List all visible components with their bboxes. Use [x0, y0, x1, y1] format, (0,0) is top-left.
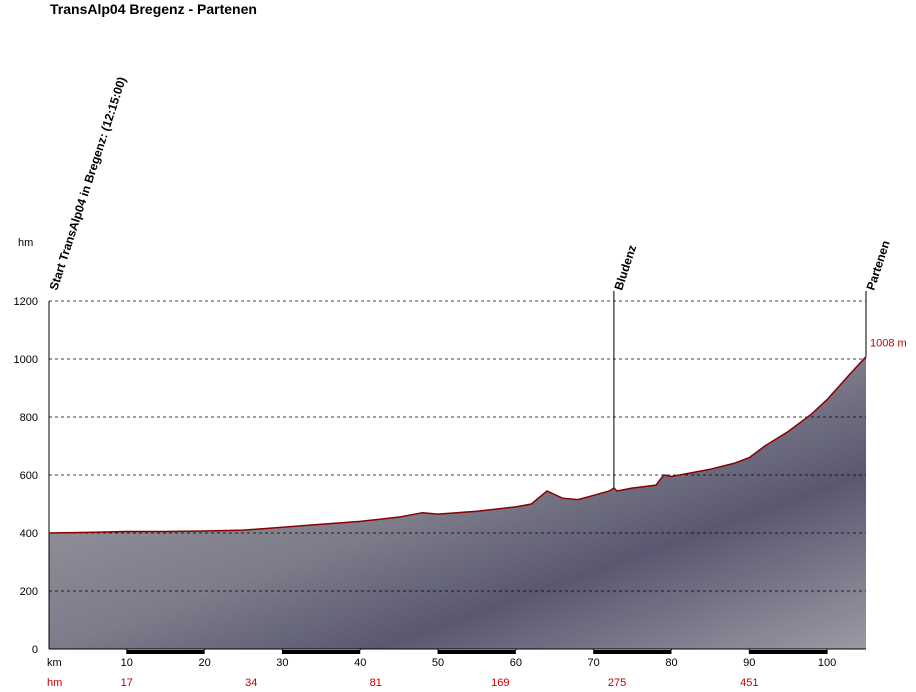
scale-segment	[749, 650, 828, 654]
x-tick-label: 30	[276, 657, 288, 669]
x-axis-label: km	[47, 657, 62, 669]
scale-segment	[360, 650, 439, 654]
scale-segment	[204, 650, 283, 654]
x-tick-label: 70	[588, 657, 600, 669]
y-tick-label: 200	[20, 586, 38, 598]
x-tick-label: 50	[432, 657, 444, 669]
y-tick-label: 0	[32, 644, 38, 656]
scale-segment	[593, 650, 672, 654]
x-tick-label: 100	[818, 657, 836, 669]
y-tick-label: 1000	[14, 354, 38, 366]
x-tick-label: 60	[510, 657, 522, 669]
x-tick-label: 40	[354, 657, 366, 669]
scale-segment	[671, 650, 750, 654]
scale-segment	[49, 650, 127, 654]
waypoint-label: Partenen	[864, 239, 893, 292]
y-tick-label: 400	[20, 528, 38, 540]
y-axis-label: hm	[18, 237, 33, 249]
profile-line	[48, 356, 867, 534]
climb-value: 34	[245, 677, 257, 689]
y-tick-label: 600	[20, 470, 38, 482]
chart-title: TransAlp04 Bregenz - Partenen	[50, 1, 257, 17]
climb-value: 169	[491, 677, 509, 689]
climb-value: 275	[608, 677, 626, 689]
x-tick-label: 80	[665, 657, 677, 669]
scale-segment	[438, 650, 516, 654]
x-tick-label: 90	[743, 657, 755, 669]
waypoint-label: Bludenz	[611, 243, 639, 292]
y-tick-label: 1200	[14, 296, 38, 308]
waypoint-label: Start TransAlp04 in Bregenz: (12:15:00)	[47, 75, 129, 292]
x-tick-label: 10	[121, 657, 133, 669]
x-tick-label: 20	[198, 657, 210, 669]
scale-segment	[515, 650, 594, 654]
area-fill	[49, 356, 866, 649]
climb-value: 81	[370, 677, 382, 689]
climb-axis-label: hm	[47, 677, 62, 689]
scale-segment	[282, 650, 361, 654]
y-tick-label: 800	[20, 412, 38, 424]
end-label: 1008 m	[870, 338, 907, 350]
climb-value: 17	[121, 677, 133, 689]
climb-value: 451	[740, 677, 758, 689]
scale-segment	[126, 650, 205, 654]
